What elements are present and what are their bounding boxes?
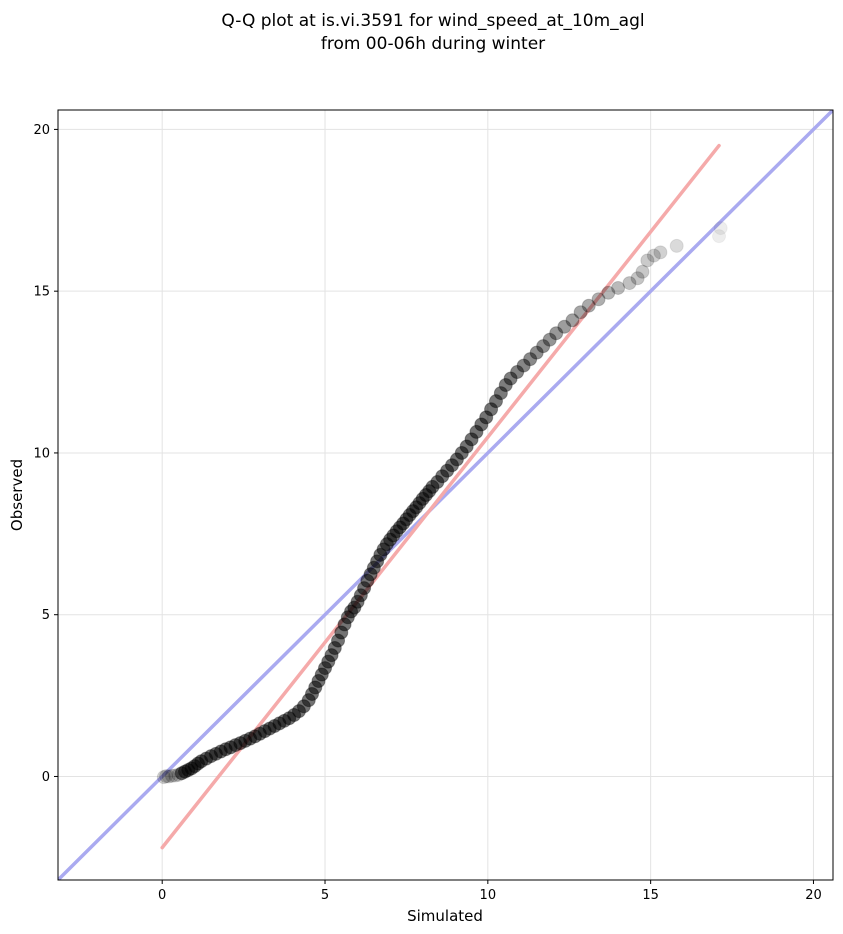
data-point-91 — [523, 352, 538, 367]
data-point-92 — [529, 345, 544, 360]
identity-line — [58, 110, 833, 880]
plot-frame — [57, 109, 834, 881]
data-point-102 — [611, 280, 626, 295]
y-axis-label: Observed — [8, 459, 26, 531]
data-point-110 — [712, 229, 727, 244]
data-point-101 — [601, 285, 616, 300]
x-tick-label-1: 5 — [321, 888, 329, 903]
data-point-100 — [591, 292, 606, 307]
data-point-98 — [573, 305, 588, 320]
data-point-108 — [653, 245, 668, 260]
x-axis-ticks: 0 5 10 15 20 — [158, 880, 822, 903]
data-point-89 — [510, 365, 525, 380]
data-point-107 — [646, 248, 661, 263]
y-tick-label-4: 20 — [33, 123, 50, 138]
data-point-103 — [622, 276, 637, 291]
data-point-1 — [159, 769, 174, 784]
x-tick-label-0: 0 — [158, 888, 166, 903]
y-tick-label-2: 10 — [33, 446, 50, 461]
y-tick-label-3: 15 — [33, 285, 50, 300]
data-point-2 — [161, 769, 176, 784]
data-point-96 — [557, 319, 572, 334]
chart-title-line-2: from 00-06h during winter — [321, 34, 545, 54]
data-point-0 — [156, 770, 171, 785]
data-point-109 — [669, 238, 684, 253]
x-tick-label-2: 10 — [480, 888, 497, 903]
chart-title-line-1: Q-Q plot at is.vi.3591 for wind_speed_at… — [221, 11, 644, 31]
data-point-95 — [549, 326, 564, 341]
data-point-106 — [640, 253, 655, 268]
data-points — [156, 221, 728, 785]
data-point-104 — [630, 271, 645, 286]
data-point-111 — [713, 221, 728, 236]
data-point-99 — [581, 298, 596, 313]
y-axis-ticks: 0 5 10 15 20 — [33, 123, 58, 785]
data-point-97 — [565, 313, 580, 328]
data-point-94 — [542, 332, 557, 347]
x-tick-label-4: 20 — [805, 888, 822, 903]
y-tick-label-1: 5 — [42, 608, 50, 623]
y-tick-label-0: 0 — [42, 770, 50, 785]
data-point-90 — [516, 358, 531, 373]
data-point-93 — [536, 339, 551, 354]
x-tick-label-3: 15 — [642, 888, 659, 903]
data-point-105 — [635, 264, 650, 279]
x-axis-label: Simulated — [407, 907, 483, 925]
data-point-88 — [503, 371, 518, 386]
